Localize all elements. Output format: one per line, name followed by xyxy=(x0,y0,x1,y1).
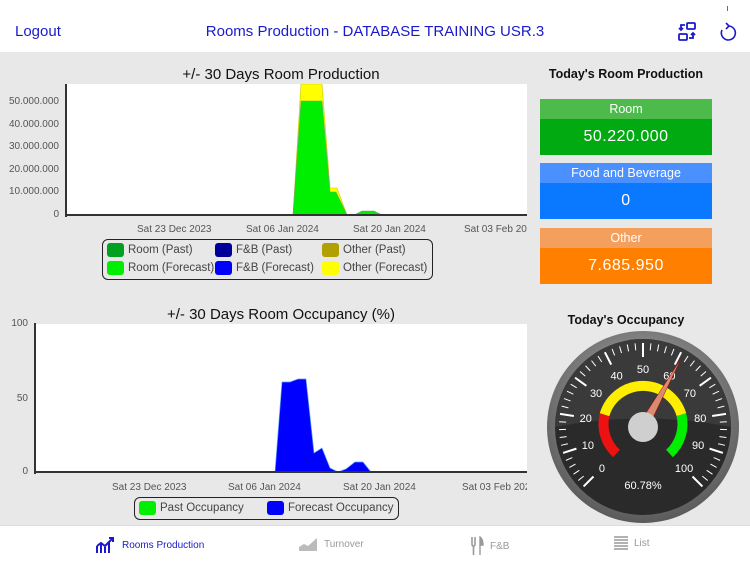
svg-text:90: 90 xyxy=(692,440,704,452)
other-card-value: 7.685.950 xyxy=(540,248,712,284)
today-occupancy-title: Today's Occupancy xyxy=(567,313,685,327)
legend-fb-past: F&B (Past) xyxy=(215,243,292,257)
tab-turnover[interactable]: Turnover xyxy=(298,536,364,552)
occupancy-area-series xyxy=(274,378,372,473)
legend-swatch xyxy=(267,501,284,515)
tab-bar: Rooms Production Turnover F&B List xyxy=(0,525,750,562)
svg-text:80: 80 xyxy=(694,413,706,425)
svg-text:40: 40 xyxy=(611,370,623,382)
y-tick: 50.000.000 xyxy=(8,96,59,107)
room-card: Room 50.220.000 xyxy=(540,99,712,155)
legend-room-forecast: Room (Forecast) xyxy=(107,261,214,275)
refresh-icon[interactable] xyxy=(716,21,738,43)
svg-text:0: 0 xyxy=(599,463,605,475)
tab-list[interactable]: List xyxy=(614,536,650,550)
chart-growth-icon xyxy=(96,537,114,553)
x-tick: Sat 03 Feb 202 xyxy=(462,482,527,493)
occupancy-x-axis xyxy=(34,471,527,473)
legend-other-forecast: Other (Forecast) xyxy=(322,261,427,275)
tab-fb[interactable]: F&B xyxy=(470,536,509,556)
production-y-axis xyxy=(65,84,67,217)
legend-room-past: Room (Past) xyxy=(107,243,193,257)
svg-text:10: 10 xyxy=(582,440,594,452)
tab-rooms-production[interactable]: Rooms Production xyxy=(96,536,204,554)
fork-knife-icon xyxy=(471,536,484,555)
fb-card-value: 0 xyxy=(540,183,712,219)
legend-swatch xyxy=(107,261,124,275)
occupancy-y-axis xyxy=(34,323,36,474)
tab-label: Rooms Production xyxy=(122,539,205,551)
svg-text:70: 70 xyxy=(684,388,696,400)
legend-swatch xyxy=(322,243,339,257)
other-card: Other 7.685.950 xyxy=(540,228,712,284)
room-card-label: Room xyxy=(540,99,712,119)
y-tick: 40.000.000 xyxy=(8,119,59,130)
legend-swatch xyxy=(215,243,232,257)
x-tick: Sat 06 Jan 2024 xyxy=(228,482,301,493)
gauge-value-label: 60.78% xyxy=(624,480,662,492)
legend-swatch xyxy=(322,261,339,275)
gauge-hub xyxy=(628,412,658,442)
occupancy-gauge: 0 10 20 30 40 50 60 70 80 90 100 60.78% xyxy=(546,330,740,524)
production-plot-area xyxy=(66,83,527,216)
status-indicator xyxy=(727,6,728,11)
occupancy-chart-title: +/- 30 Days Room Occupancy (%) xyxy=(167,306,395,323)
logout-button[interactable]: Logout xyxy=(15,23,61,40)
legend-past-occupancy: Past Occupancy xyxy=(139,501,244,515)
legend-swatch xyxy=(107,243,124,257)
production-chart-title: +/- 30 Days Room Production xyxy=(182,66,380,83)
legend-other-past: Other (Past) xyxy=(322,243,406,257)
tab-label: F&B xyxy=(490,540,510,552)
list-icon xyxy=(614,536,628,550)
x-tick: Sat 20 Jan 2024 xyxy=(353,224,426,235)
occupancy-plot-area xyxy=(35,324,527,473)
y-tick: 10.000.000 xyxy=(8,186,59,197)
y-tick: 50 xyxy=(16,393,28,404)
x-tick: Sat 06 Jan 2024 xyxy=(246,224,319,235)
other-card-label: Other xyxy=(540,228,712,248)
y-tick: 100 xyxy=(11,318,28,329)
switch-database-icon[interactable] xyxy=(676,21,698,43)
x-tick: Sat 03 Feb 202 xyxy=(464,224,527,235)
svg-text:50: 50 xyxy=(637,364,649,376)
top-navigation-bar: Logout Rooms Production - DATABASE TRAIN… xyxy=(0,0,750,52)
area-chart-icon xyxy=(299,538,317,551)
fb-card-label: Food and Beverage xyxy=(540,163,712,183)
fb-card: Food and Beverage 0 xyxy=(540,163,712,219)
page-title: Rooms Production - DATABASE TRAINING USR… xyxy=(205,23,545,40)
svg-text:30: 30 xyxy=(590,388,602,400)
x-tick: Sat 23 Dec 2023 xyxy=(137,224,212,235)
tab-label: List xyxy=(634,537,650,549)
svg-text:100: 100 xyxy=(675,463,693,475)
y-tick: 20.000.000 xyxy=(8,164,59,175)
tab-label: Turnover xyxy=(324,538,364,550)
production-x-axis xyxy=(65,214,527,216)
production-area-series xyxy=(292,83,383,216)
today-production-title: Today's Room Production xyxy=(548,67,704,81)
y-tick: 0 xyxy=(53,209,59,220)
legend-fb-forecast: F&B (Forecast) xyxy=(215,261,314,275)
y-tick: 0 xyxy=(22,466,28,477)
room-card-value: 50.220.000 xyxy=(540,119,712,155)
occupancy-legend: Past Occupancy Forecast Occupancy xyxy=(134,497,399,520)
legend-swatch xyxy=(215,261,232,275)
x-tick: Sat 20 Jan 2024 xyxy=(343,482,416,493)
legend-forecast-occupancy: Forecast Occupancy xyxy=(267,501,393,515)
legend-swatch xyxy=(139,501,156,515)
y-tick: 30.000.000 xyxy=(8,141,59,152)
svg-text:20: 20 xyxy=(580,413,592,425)
x-tick: Sat 23 Dec 2023 xyxy=(112,482,187,493)
production-legend: Room (Past) F&B (Past) Other (Past) Room… xyxy=(102,239,433,280)
gauge-ticks xyxy=(559,343,727,488)
